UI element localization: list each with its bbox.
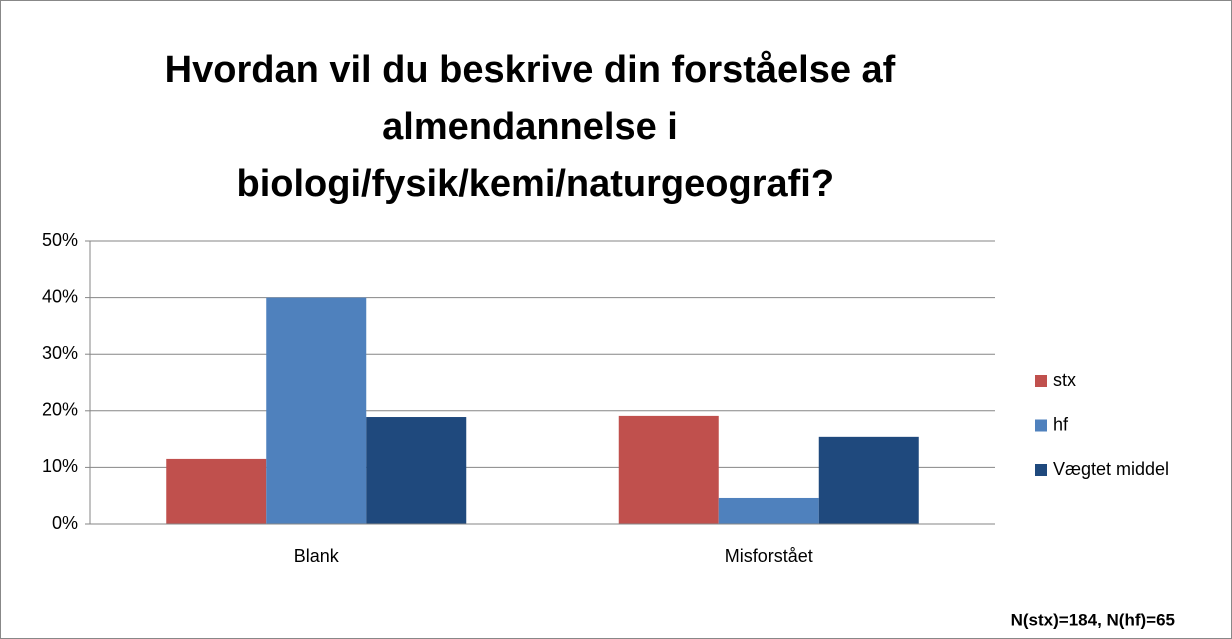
legend-swatch (1035, 419, 1047, 432)
legend-label: stx (1053, 370, 1076, 390)
bar (266, 297, 367, 524)
bar (618, 415, 719, 524)
chart-title: Hvordan vil du beskrive din forståelse a… (165, 49, 896, 205)
legend-swatch (1035, 464, 1047, 476)
legend-label: Vægtet middel (1053, 459, 1169, 479)
y-tick-label: 10% (42, 456, 78, 476)
bar (718, 497, 819, 524)
y-tick-label: 0% (52, 513, 78, 533)
y-tick-label: 20% (42, 400, 78, 420)
x-tick-label: Misforstået (725, 546, 813, 566)
y-tick-label: 50% (42, 230, 78, 250)
legend-swatch (1035, 375, 1047, 387)
bar (818, 436, 919, 524)
y-tick-label: 40% (42, 286, 78, 306)
bar (166, 458, 267, 524)
bar (366, 417, 467, 524)
x-tick-label: Blank (294, 546, 340, 566)
legend-label: hf (1053, 414, 1069, 434)
y-tick-label: 30% (42, 343, 78, 363)
annotation: N(stx)=184, N(hf)=65 (1011, 610, 1175, 629)
